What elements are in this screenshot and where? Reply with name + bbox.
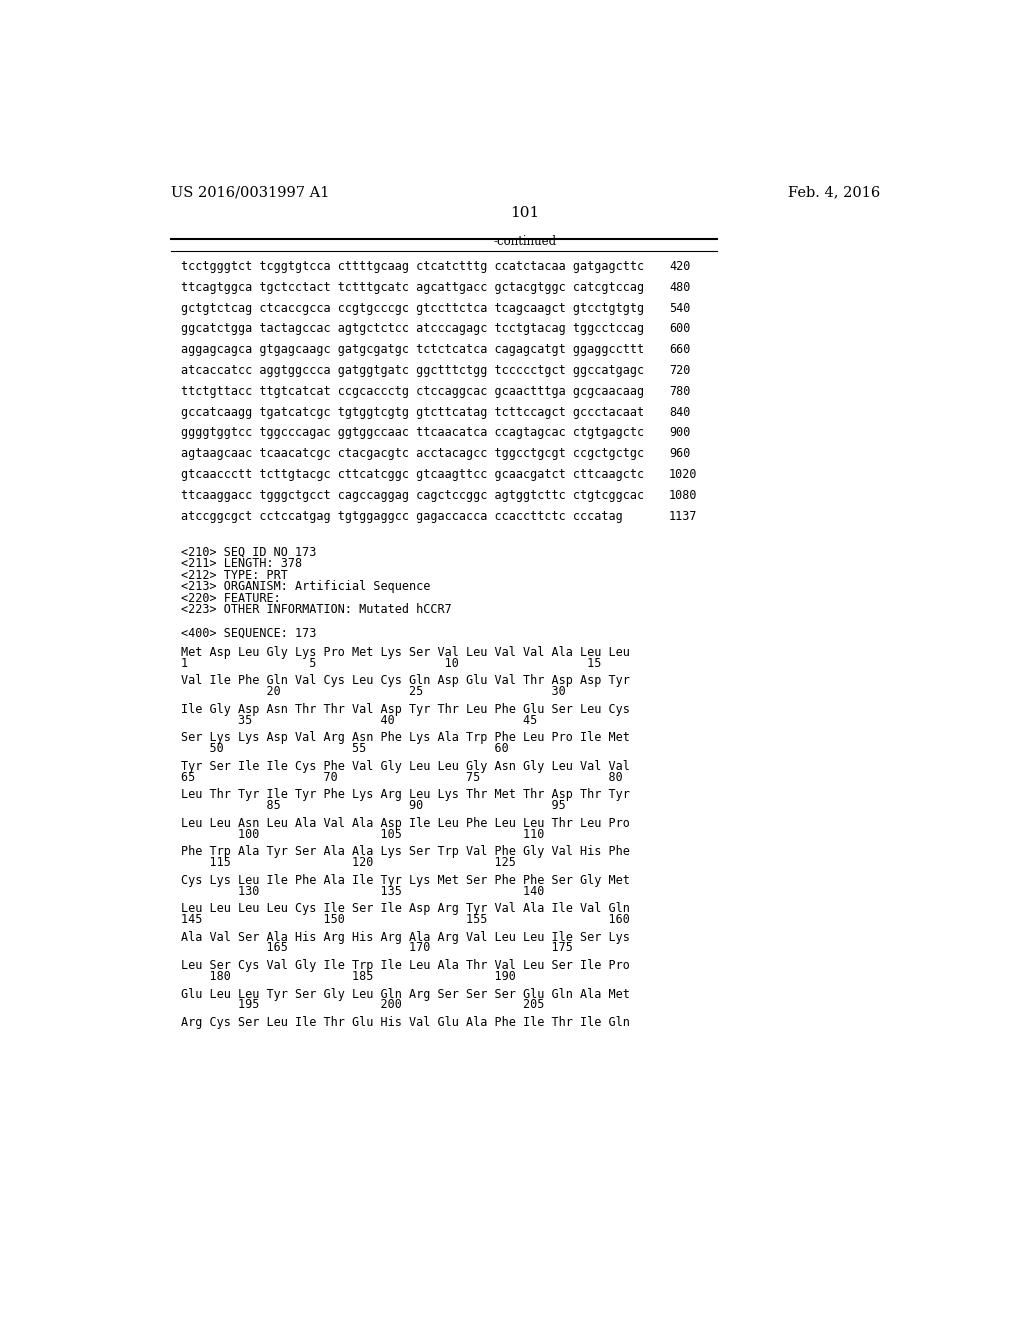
- Text: 50                  55                  60: 50 55 60: [180, 742, 509, 755]
- Text: <400> SEQUENCE: 173: <400> SEQUENCE: 173: [180, 627, 316, 640]
- Text: Val Ile Phe Gln Val Cys Leu Cys Gln Asp Glu Val Thr Asp Asp Tyr: Val Ile Phe Gln Val Cys Leu Cys Gln Asp …: [180, 675, 630, 688]
- Text: 85                  90                  95: 85 90 95: [180, 799, 565, 812]
- Text: ttctgttacc ttgtcatcat ccgcaccctg ctccaggcac gcaactttga gcgcaacaag: ttctgttacc ttgtcatcat ccgcaccctg ctccagg…: [180, 385, 644, 397]
- Text: Leu Leu Leu Leu Cys Ile Ser Ile Asp Arg Tyr Val Ala Ile Val Gln: Leu Leu Leu Leu Cys Ile Ser Ile Asp Arg …: [180, 903, 630, 915]
- Text: gctgtctcag ctcaccgcca ccgtgcccgc gtccttctca tcagcaagct gtcctgtgtg: gctgtctcag ctcaccgcca ccgtgcccgc gtccttc…: [180, 302, 644, 314]
- Text: 600: 600: [669, 322, 690, 335]
- Text: ggcatctgga tactagccac agtgctctcc atcccagagc tcctgtacag tggcctccag: ggcatctgga tactagccac agtgctctcc atcccag…: [180, 322, 644, 335]
- Text: Leu Ser Cys Val Gly Ile Trp Ile Leu Ala Thr Val Leu Ser Ile Pro: Leu Ser Cys Val Gly Ile Trp Ile Leu Ala …: [180, 960, 630, 973]
- Text: Ser Lys Lys Asp Val Arg Asn Phe Lys Ala Trp Phe Leu Pro Ile Met: Ser Lys Lys Asp Val Arg Asn Phe Lys Ala …: [180, 731, 630, 744]
- Text: Ile Gly Asp Asn Thr Thr Val Asp Tyr Thr Leu Phe Glu Ser Leu Cys: Ile Gly Asp Asn Thr Thr Val Asp Tyr Thr …: [180, 702, 630, 715]
- Text: 480: 480: [669, 281, 690, 294]
- Text: <220> FEATURE:: <220> FEATURE:: [180, 591, 281, 605]
- Text: <210> SEQ ID NO 173: <210> SEQ ID NO 173: [180, 545, 316, 558]
- Text: 165                 170                 175: 165 170 175: [180, 941, 572, 954]
- Text: 130                 135                 140: 130 135 140: [180, 884, 544, 898]
- Text: <223> OTHER INFORMATION: Mutated hCCR7: <223> OTHER INFORMATION: Mutated hCCR7: [180, 603, 452, 616]
- Text: <213> ORGANISM: Artificial Sequence: <213> ORGANISM: Artificial Sequence: [180, 581, 430, 594]
- Text: ttcagtggca tgctcctact tctttgcatc agcattgacc gctacgtggc catcgtccag: ttcagtggca tgctcctact tctttgcatc agcattg…: [180, 281, 644, 294]
- Text: atccggcgct cctccatgag tgtggaggcc gagaccacca ccaccttctc cccatag: atccggcgct cctccatgag tgtggaggcc gagacca…: [180, 510, 623, 523]
- Text: <211> LENGTH: 378: <211> LENGTH: 378: [180, 557, 302, 570]
- Text: 101: 101: [510, 206, 540, 220]
- Text: 1137: 1137: [669, 510, 697, 523]
- Text: 780: 780: [669, 385, 690, 397]
- Text: -continued: -continued: [494, 235, 556, 248]
- Text: 1                 5                  10                  15: 1 5 10 15: [180, 656, 601, 669]
- Text: 100                 105                 110: 100 105 110: [180, 828, 544, 841]
- Text: gtcaaccctt tcttgtacgc cttcatcggc gtcaagttcc gcaacgatct cttcaagctc: gtcaaccctt tcttgtacgc cttcatcggc gtcaagt…: [180, 469, 644, 480]
- Text: 720: 720: [669, 364, 690, 378]
- Text: atcaccatcc aggtggccca gatggtgatc ggctttctgg tccccctgct ggccatgagc: atcaccatcc aggtggccca gatggtgatc ggctttc…: [180, 364, 644, 378]
- Text: 540: 540: [669, 302, 690, 314]
- Text: 115                 120                 125: 115 120 125: [180, 857, 515, 869]
- Text: Leu Thr Tyr Ile Tyr Phe Lys Arg Leu Lys Thr Met Thr Asp Thr Tyr: Leu Thr Tyr Ile Tyr Phe Lys Arg Leu Lys …: [180, 788, 630, 801]
- Text: Met Asp Leu Gly Lys Pro Met Lys Ser Val Leu Val Val Ala Leu Leu: Met Asp Leu Gly Lys Pro Met Lys Ser Val …: [180, 645, 630, 659]
- Text: 960: 960: [669, 447, 690, 461]
- Text: Arg Cys Ser Leu Ile Thr Glu His Val Glu Ala Phe Ile Thr Ile Gln: Arg Cys Ser Leu Ile Thr Glu His Val Glu …: [180, 1016, 630, 1030]
- Text: Glu Leu Leu Tyr Ser Gly Leu Gln Arg Ser Ser Ser Glu Gln Ala Met: Glu Leu Leu Tyr Ser Gly Leu Gln Arg Ser …: [180, 987, 630, 1001]
- Text: tcctgggtct tcggtgtcca cttttgcaag ctcatctttg ccatctacaa gatgagcttc: tcctgggtct tcggtgtcca cttttgcaag ctcatct…: [180, 260, 644, 273]
- Text: 420: 420: [669, 260, 690, 273]
- Text: 180                 185                 190: 180 185 190: [180, 970, 515, 983]
- Text: 35                  40                  45: 35 40 45: [180, 714, 537, 726]
- Text: <212> TYPE: PRT: <212> TYPE: PRT: [180, 569, 288, 582]
- Text: Leu Leu Asn Leu Ala Val Ala Asp Ile Leu Phe Leu Leu Thr Leu Pro: Leu Leu Asn Leu Ala Val Ala Asp Ile Leu …: [180, 817, 630, 830]
- Text: 145                 150                 155                 160: 145 150 155 160: [180, 913, 630, 927]
- Text: gccatcaagg tgatcatcgc tgtggtcgtg gtcttcatag tcttccagct gccctacaat: gccatcaagg tgatcatcgc tgtggtcgtg gtcttca…: [180, 405, 644, 418]
- Text: Feb. 4, 2016: Feb. 4, 2016: [787, 185, 880, 199]
- Text: Tyr Ser Ile Ile Cys Phe Val Gly Leu Leu Gly Asn Gly Leu Val Val: Tyr Ser Ile Ile Cys Phe Val Gly Leu Leu …: [180, 760, 630, 772]
- Text: 900: 900: [669, 426, 690, 440]
- Text: agtaagcaac tcaacatcgc ctacgacgtc acctacagcc tggcctgcgt ccgctgctgc: agtaagcaac tcaacatcgc ctacgacgtc acctaca…: [180, 447, 644, 461]
- Text: Ala Val Ser Ala His Arg His Arg Ala Arg Val Leu Leu Ile Ser Lys: Ala Val Ser Ala His Arg His Arg Ala Arg …: [180, 931, 630, 944]
- Text: ggggtggtcc tggcccagac ggtggccaac ttcaacatca ccagtagcac ctgtgagctc: ggggtggtcc tggcccagac ggtggccaac ttcaaca…: [180, 426, 644, 440]
- Text: 1080: 1080: [669, 488, 697, 502]
- Text: aggagcagca gtgagcaagc gatgcgatgc tctctcatca cagagcatgt ggaggccttt: aggagcagca gtgagcaagc gatgcgatgc tctctca…: [180, 343, 644, 356]
- Text: 840: 840: [669, 405, 690, 418]
- Text: Phe Trp Ala Tyr Ser Ala Ala Lys Ser Trp Val Phe Gly Val His Phe: Phe Trp Ala Tyr Ser Ala Ala Lys Ser Trp …: [180, 845, 630, 858]
- Text: US 2016/0031997 A1: US 2016/0031997 A1: [171, 185, 329, 199]
- Text: 660: 660: [669, 343, 690, 356]
- Text: 195                 200                 205: 195 200 205: [180, 998, 544, 1011]
- Text: 65                  70                  75                  80: 65 70 75 80: [180, 771, 623, 784]
- Text: Cys Lys Leu Ile Phe Ala Ile Tyr Lys Met Ser Phe Phe Ser Gly Met: Cys Lys Leu Ile Phe Ala Ile Tyr Lys Met …: [180, 874, 630, 887]
- Text: 20                  25                  30: 20 25 30: [180, 685, 565, 698]
- Text: ttcaaggacc tgggctgcct cagccaggag cagctccggc agtggtcttc ctgtcggcac: ttcaaggacc tgggctgcct cagccaggag cagctcc…: [180, 488, 644, 502]
- Text: 1020: 1020: [669, 469, 697, 480]
